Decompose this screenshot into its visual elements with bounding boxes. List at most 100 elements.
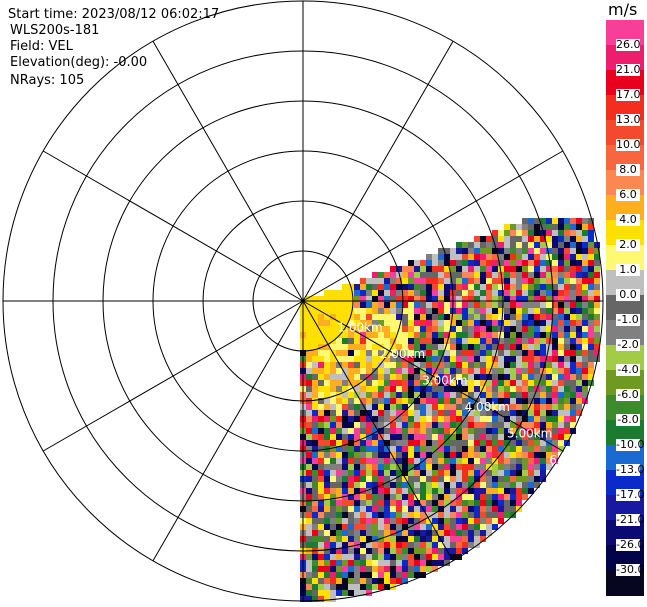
velocity-cell bbox=[438, 530, 444, 536]
velocity-cell bbox=[492, 518, 498, 524]
velocity-cell bbox=[492, 284, 498, 290]
velocity-cell bbox=[372, 356, 378, 362]
velocity-cell bbox=[318, 302, 324, 308]
velocity-cell bbox=[396, 314, 402, 320]
velocity-cell bbox=[492, 320, 498, 326]
velocity-cell bbox=[426, 272, 432, 278]
velocity-cell bbox=[540, 254, 546, 260]
velocity-cell bbox=[426, 434, 432, 440]
velocity-cell bbox=[360, 542, 366, 548]
velocity-cell bbox=[504, 488, 510, 494]
velocity-cell bbox=[492, 308, 498, 314]
velocity-cell bbox=[480, 362, 486, 368]
velocity-cell bbox=[498, 434, 504, 440]
velocity-cell bbox=[534, 428, 540, 434]
velocity-cell bbox=[432, 386, 438, 392]
velocity-cell bbox=[318, 464, 324, 470]
velocity-cell bbox=[516, 434, 522, 440]
velocity-cell bbox=[594, 254, 600, 260]
velocity-cell bbox=[510, 314, 516, 320]
velocity-cell bbox=[324, 584, 330, 590]
velocity-cell bbox=[378, 314, 384, 320]
velocity-cell bbox=[522, 230, 528, 236]
velocity-cell bbox=[432, 392, 438, 398]
velocity-cell bbox=[324, 428, 330, 434]
velocity-cell bbox=[318, 446, 324, 452]
velocity-cell bbox=[516, 356, 522, 362]
velocity-cell bbox=[390, 320, 396, 326]
velocity-cell bbox=[336, 428, 342, 434]
velocity-cell bbox=[444, 284, 450, 290]
velocity-cell bbox=[504, 452, 510, 458]
velocity-cell bbox=[306, 296, 312, 302]
velocity-cell bbox=[558, 434, 564, 440]
velocity-cell bbox=[414, 566, 420, 572]
velocity-cell bbox=[540, 428, 546, 434]
velocity-cell bbox=[408, 500, 414, 506]
velocity-cell bbox=[528, 488, 534, 494]
velocity-cell bbox=[468, 332, 474, 338]
velocity-cell bbox=[570, 314, 576, 320]
velocity-cell bbox=[552, 428, 558, 434]
velocity-cell bbox=[462, 350, 468, 356]
velocity-cell bbox=[486, 290, 492, 296]
velocity-cell bbox=[516, 446, 522, 452]
velocity-cell bbox=[570, 308, 576, 314]
velocity-cell bbox=[414, 524, 420, 530]
velocity-cell bbox=[450, 392, 456, 398]
velocity-cell bbox=[366, 560, 372, 566]
velocity-cell bbox=[522, 446, 528, 452]
velocity-cell bbox=[486, 458, 492, 464]
velocity-cell bbox=[462, 452, 468, 458]
velocity-cell bbox=[504, 476, 510, 482]
velocity-cell bbox=[594, 302, 600, 308]
velocity-cell bbox=[546, 362, 552, 368]
velocity-cell bbox=[534, 224, 540, 230]
velocity-cell bbox=[552, 236, 558, 242]
velocity-cell bbox=[396, 398, 402, 404]
velocity-cell bbox=[438, 524, 444, 530]
velocity-cell bbox=[594, 314, 600, 320]
velocity-cell bbox=[468, 434, 474, 440]
velocity-cell bbox=[486, 488, 492, 494]
velocity-cell bbox=[354, 512, 360, 518]
velocity-cell bbox=[450, 398, 456, 404]
velocity-cell bbox=[366, 350, 372, 356]
velocity-cell bbox=[414, 446, 420, 452]
velocity-cell bbox=[516, 458, 522, 464]
velocity-cell bbox=[456, 470, 462, 476]
velocity-cell bbox=[576, 272, 582, 278]
velocity-cell bbox=[390, 440, 396, 446]
velocity-cell bbox=[348, 518, 354, 524]
velocity-cell bbox=[432, 476, 438, 482]
velocity-cell bbox=[384, 554, 390, 560]
velocity-cell bbox=[306, 320, 312, 326]
velocity-cell bbox=[336, 578, 342, 584]
velocity-cell bbox=[390, 524, 396, 530]
velocity-cell bbox=[330, 578, 336, 584]
velocity-cell bbox=[564, 344, 570, 350]
velocity-cell bbox=[444, 314, 450, 320]
velocity-cell bbox=[432, 530, 438, 536]
velocity-cell bbox=[444, 332, 450, 338]
velocity-cell bbox=[432, 554, 438, 560]
velocity-cell bbox=[342, 386, 348, 392]
velocity-cell bbox=[384, 566, 390, 572]
velocity-cell bbox=[444, 518, 450, 524]
velocity-cell bbox=[318, 512, 324, 518]
velocity-cell bbox=[498, 482, 504, 488]
velocity-cell bbox=[522, 290, 528, 296]
velocity-cell bbox=[372, 488, 378, 494]
velocity-cell bbox=[390, 518, 396, 524]
velocity-cell bbox=[438, 296, 444, 302]
velocity-cell bbox=[558, 266, 564, 272]
velocity-cell bbox=[516, 338, 522, 344]
velocity-cell bbox=[528, 398, 534, 404]
velocity-cell bbox=[432, 302, 438, 308]
velocity-cell bbox=[456, 344, 462, 350]
velocity-cell bbox=[444, 512, 450, 518]
velocity-cell bbox=[396, 548, 402, 554]
velocity-cell bbox=[486, 260, 492, 266]
velocity-cell bbox=[420, 464, 426, 470]
velocity-cell bbox=[498, 422, 504, 428]
